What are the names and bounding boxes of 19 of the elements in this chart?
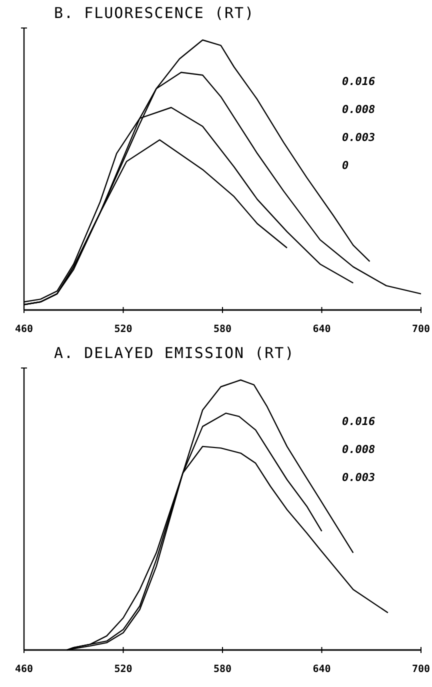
chart-title: B. FLUORESCENCE (RT) xyxy=(54,4,255,22)
x-tick-label: 640 xyxy=(312,664,331,675)
x-tick-label: 640 xyxy=(312,324,331,335)
annotation: 0.016 xyxy=(342,415,376,428)
x-tick-label: 520 xyxy=(114,324,132,335)
annotation: 0.008 xyxy=(342,443,376,456)
annotation: 0 xyxy=(342,159,349,172)
x-tick-label: 520 xyxy=(114,664,132,675)
annotation: 0.003 xyxy=(342,131,376,144)
x-tick-label: 580 xyxy=(213,664,232,675)
chart-title: A. DELAYED EMISSION (RT) xyxy=(54,344,295,362)
annotation: 0.003 xyxy=(342,471,376,484)
x-tick-label: 700 xyxy=(412,324,430,335)
x-tick-label: 700 xyxy=(412,664,430,675)
annotation: 0.016 xyxy=(342,75,376,88)
x-tick-label: 580 xyxy=(213,324,232,335)
x-tick-label: 460 xyxy=(14,664,34,675)
x-tick-label: 460 xyxy=(14,324,34,335)
annotation: 0.008 xyxy=(342,103,376,116)
